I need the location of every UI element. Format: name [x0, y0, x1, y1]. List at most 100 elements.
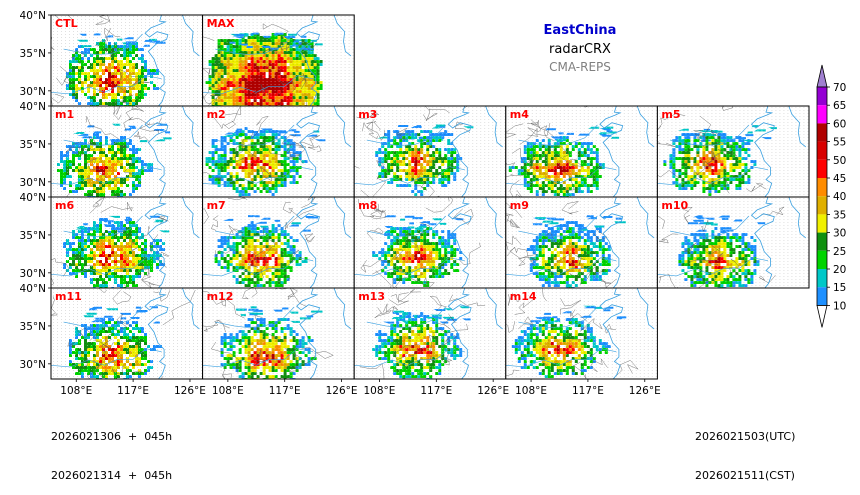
texture — [51, 15, 203, 106]
texture — [202, 15, 355, 106]
river — [51, 348, 162, 368]
lat-tick-label: 30°N — [20, 268, 46, 280]
lon-tick-label: 126°E — [477, 385, 509, 397]
title-system: CMA-REPS — [549, 60, 611, 74]
colorbar-segment — [817, 214, 827, 233]
colorbar-extend-min — [816, 305, 828, 328]
coastline — [144, 106, 169, 197]
panel-label: CTL — [55, 17, 78, 30]
lon-tick-label: 108°E — [212, 385, 244, 397]
lon-tick-label: 108°E — [515, 385, 547, 397]
lat-tick-label: 40°N — [20, 192, 46, 204]
lon-tick-label: 126°E — [629, 385, 661, 397]
river — [366, 215, 447, 237]
lon-tick-label: 117°E — [269, 385, 301, 397]
panel-label: m6 — [55, 199, 74, 212]
texture — [51, 288, 203, 379]
map-content — [657, 106, 809, 197]
panel-m9: m9 — [505, 196, 658, 289]
colorbar-segment — [817, 141, 827, 160]
province-boundaries — [354, 106, 470, 197]
river — [657, 166, 768, 186]
river — [366, 124, 447, 146]
map-content — [657, 197, 809, 288]
province-boundaries — [505, 201, 617, 288]
lat-tick-label: 35°N — [20, 139, 46, 151]
river — [354, 257, 465, 277]
panel-m2: m2 — [202, 105, 355, 198]
coastline — [599, 106, 624, 197]
colorbar-segment — [817, 159, 827, 178]
map-content — [202, 15, 355, 106]
coastline-korea — [485, 197, 503, 239]
colorbar-tick-label: 20 — [833, 264, 846, 276]
panel-label: m9 — [510, 199, 529, 212]
colorbar-tick-label: 25 — [833, 246, 846, 258]
valid-time-utc: 2026021503(UTC) — [695, 430, 796, 443]
lat-tick-label: 30°N — [20, 86, 46, 98]
coastline-korea — [788, 106, 807, 148]
map-content — [51, 288, 203, 379]
panel-MAX: MAX — [202, 14, 355, 107]
coastline-korea — [182, 15, 200, 57]
panel-m10: m10 — [656, 196, 810, 289]
coastline — [144, 288, 169, 379]
valid-time-cst: 2026021511(CST) — [695, 469, 795, 482]
coastline — [750, 197, 775, 288]
coastline — [296, 106, 320, 197]
panel-m6: m6 — [50, 196, 204, 289]
province-boundaries — [657, 106, 767, 194]
panel-label: m3 — [358, 108, 377, 121]
lon-tick-label: 126°E — [174, 385, 206, 397]
coastline-korea — [788, 197, 807, 239]
river — [63, 124, 143, 146]
river — [51, 166, 162, 186]
coastline — [296, 288, 320, 379]
panel-label: MAX — [207, 17, 235, 30]
panel-label: m8 — [358, 199, 377, 212]
colorbar-tick-label: 35 — [833, 209, 846, 221]
river — [215, 306, 295, 328]
coastline-korea — [333, 197, 352, 239]
lat-tick-label: 40°N — [20, 10, 46, 22]
river — [51, 257, 162, 277]
river — [669, 124, 750, 146]
river — [215, 215, 295, 237]
coastline-korea — [485, 106, 503, 148]
coastline-korea — [333, 106, 352, 148]
river — [354, 348, 465, 368]
coastline — [447, 288, 472, 379]
panel-label: m13 — [358, 290, 385, 303]
lat-tick-label: 30°N — [20, 177, 46, 189]
map-content — [354, 106, 506, 197]
colorbar-segment — [817, 87, 827, 106]
colorbar-segment — [817, 269, 827, 288]
lat-tick-label: 40°N — [20, 283, 46, 295]
coastline — [447, 106, 472, 197]
river — [63, 306, 143, 328]
river — [518, 306, 598, 328]
coastline-korea — [182, 288, 200, 330]
panel-label: m12 — [207, 290, 234, 303]
panel-m11: m11 — [50, 287, 204, 380]
river — [202, 75, 314, 95]
init-time-utc: 2026021306 + 045h — [51, 430, 173, 443]
panel-m14: m14 — [505, 287, 658, 380]
river — [202, 166, 314, 186]
panels-layer: CTL MAX m1 m2 m3 m4 m5 m6 m7 m8 m9 m10 m11 m12 m13 m14 — [50, 14, 810, 380]
river — [669, 215, 750, 237]
province-boundaries — [202, 23, 318, 106]
lon-tick-label: 117°E — [117, 385, 149, 397]
coastline — [144, 197, 169, 288]
panel-label: m1 — [55, 108, 74, 121]
coastline — [296, 197, 320, 288]
texture — [51, 106, 203, 197]
colorbar-segment — [817, 250, 827, 269]
valid-time-block: 2026021503(UTC) 2026021511(CST) — [695, 404, 795, 495]
province-boundaries — [202, 288, 334, 379]
colorbar-tick-label: 50 — [833, 155, 846, 167]
colorbar-segment — [817, 123, 827, 142]
title-block: EastChina radarCRX CMA-REPS — [480, 22, 680, 75]
axes-layer: 40°N 35°N 30°N 40°N 35°N 30°N 40°N 35°N 30°N 40°N… — [20, 10, 661, 397]
coastline — [599, 288, 624, 379]
